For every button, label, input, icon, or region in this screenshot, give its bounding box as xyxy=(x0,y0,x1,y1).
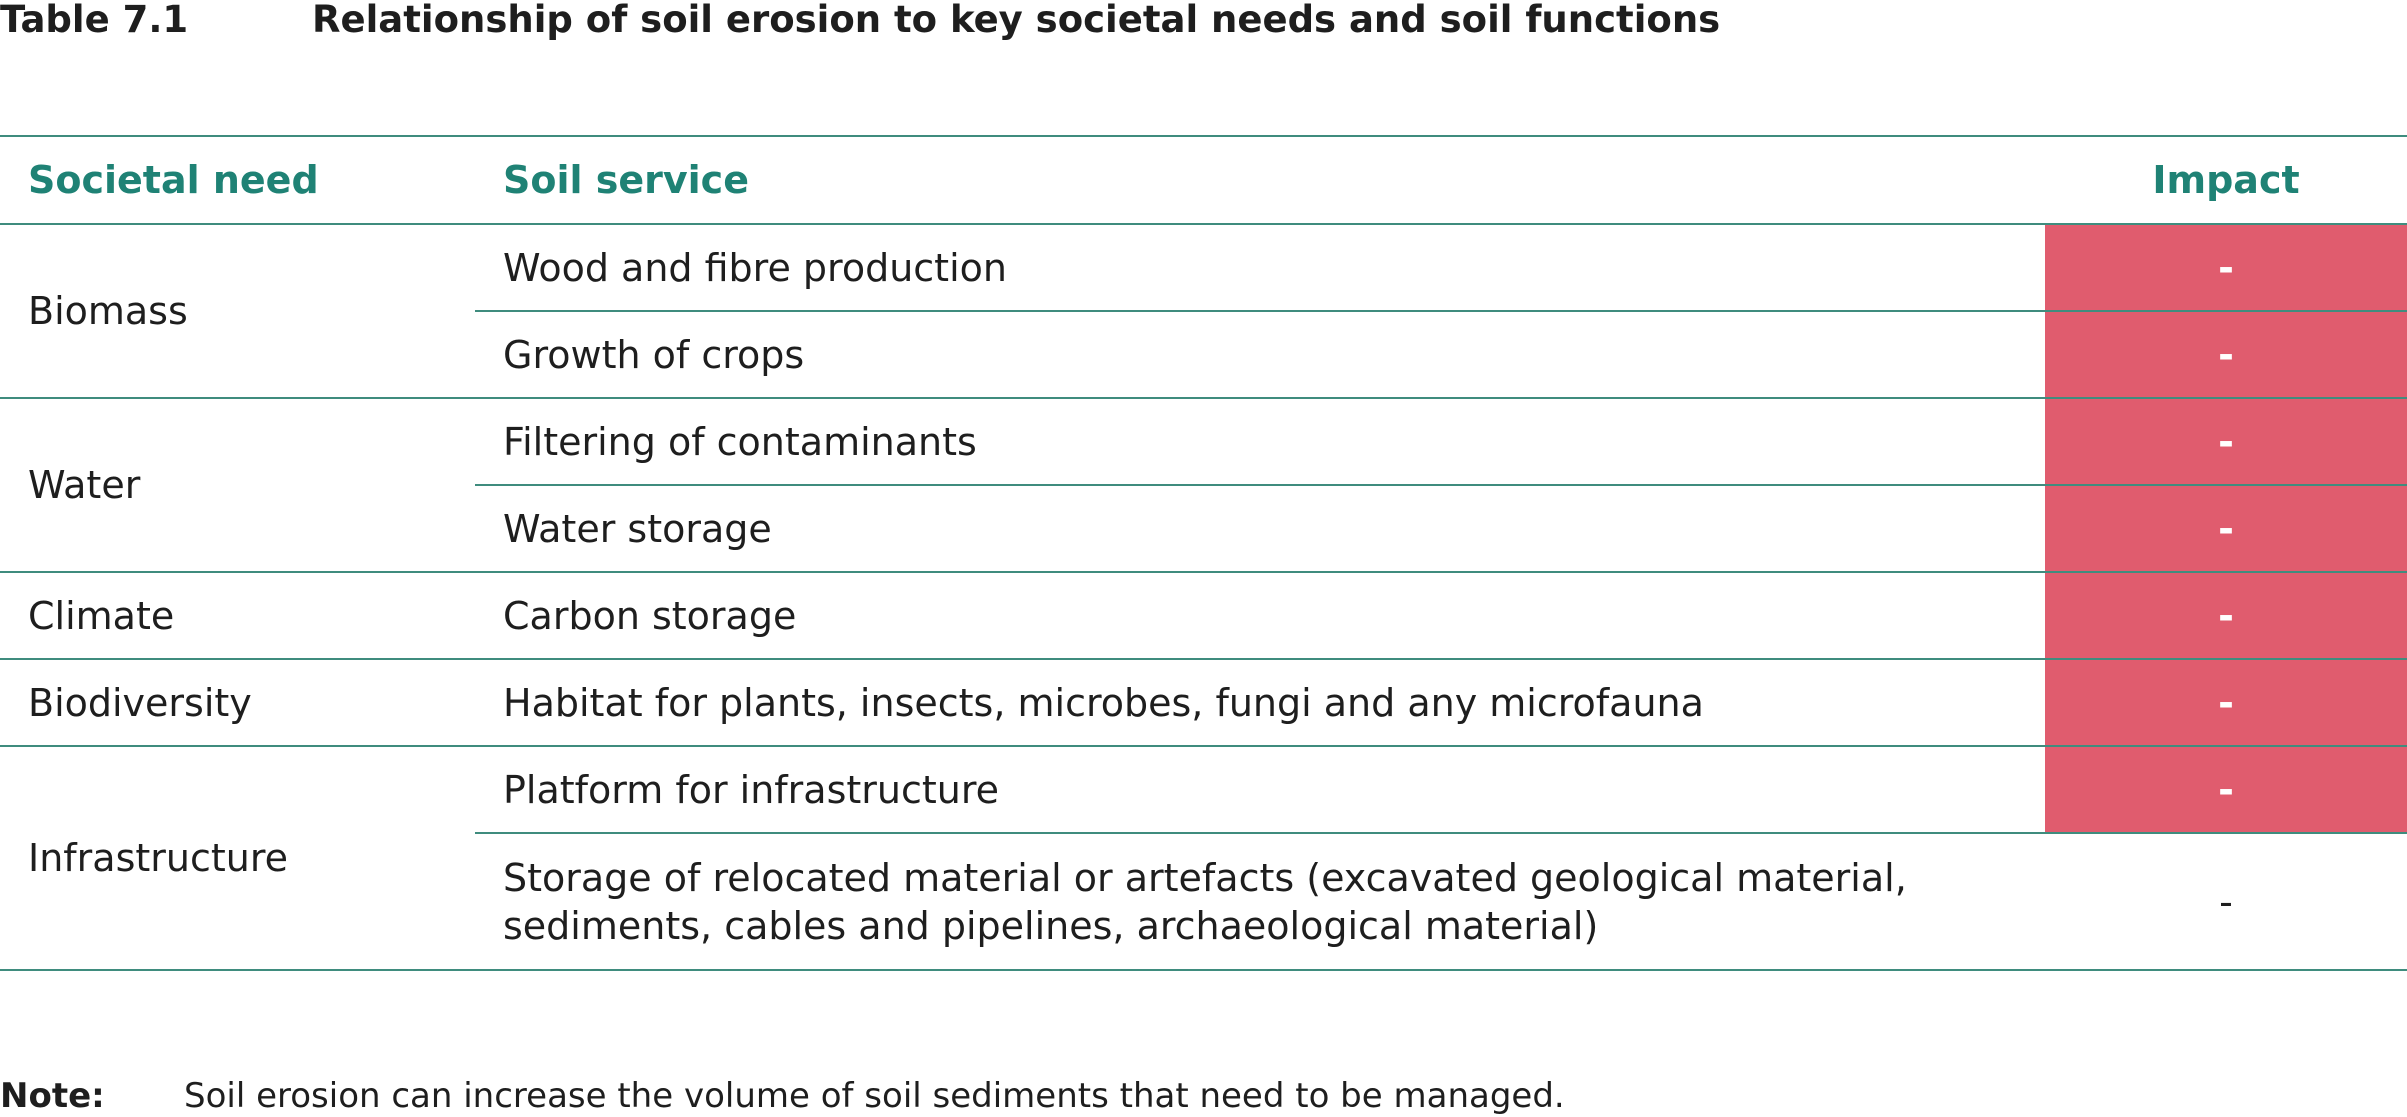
soil-service-cell: Filtering of contaminants xyxy=(475,398,2045,486)
table-number: Table 7.1 xyxy=(0,0,189,41)
table-header-row: Societal need Soil service Impact xyxy=(0,135,2407,225)
table-row: Water Filtering of contaminants - xyxy=(0,398,2407,573)
table-row: Biomass Wood and fibre production - xyxy=(0,224,2407,399)
header-societal-need: Societal need xyxy=(0,135,475,225)
societal-need-cell: Infrastructure xyxy=(0,746,475,971)
header-impact: Impact xyxy=(2045,135,2407,225)
impact-cell: - xyxy=(2045,746,2407,834)
soil-service-cell: Wood and fibre production xyxy=(475,224,2045,312)
soil-service-cell: Growth of crops xyxy=(475,311,2045,399)
impact-cell: - xyxy=(2045,485,2407,573)
table-caption: Relationship of soil erosion to key soci… xyxy=(312,0,1721,41)
impact-cell: - xyxy=(2045,398,2407,486)
table-title: Table 7.1 Relationship of soil erosion t… xyxy=(0,0,2407,44)
soil-service-cell: Platform for infrastructure xyxy=(475,746,2045,834)
table-row: Storage of relocated material or artefac… xyxy=(0,833,2407,971)
soil-service-cell: Water storage xyxy=(475,485,2045,573)
impact-cell: - xyxy=(2045,833,2407,971)
impact-cell: - xyxy=(2045,311,2407,399)
societal-need-cell: Biomass xyxy=(0,224,475,399)
note-label: Note: xyxy=(0,1076,105,1116)
societal-need-cell: Biodiversity xyxy=(0,659,475,747)
soil-service-cell: Storage of relocated material or artefac… xyxy=(475,833,2045,971)
soil-service-cell: Habitat for plants, insects, microbes, f… xyxy=(475,659,2045,747)
table-body: Biomass Wood and fibre production - Growth … xyxy=(0,224,2407,971)
table-row: Biodiversity Habitat for plants, insects,… xyxy=(0,659,2407,747)
soil-service-cell: Carbon storage xyxy=(475,572,2045,660)
erosion-table: Societal need Soil service Impact Biomas… xyxy=(0,135,2407,971)
societal-need-cell: Water xyxy=(0,398,475,573)
table-row: Growth of crops - xyxy=(0,311,2407,399)
header-soil-service: Soil service xyxy=(475,135,2045,225)
impact-cell: - xyxy=(2045,659,2407,747)
table-row: Climate Carbon storage - xyxy=(0,572,2407,660)
table-row: Water storage - xyxy=(0,485,2407,573)
impact-cell: - xyxy=(2045,572,2407,660)
impact-cell: - xyxy=(2045,224,2407,312)
table-row: Infrastructure Platform for infrastructur… xyxy=(0,746,2407,971)
table-note: Note: Soil erosion can increase the volu… xyxy=(0,1076,2407,1116)
note-text: Soil erosion can increase the volume of … xyxy=(184,1076,1565,1116)
societal-need-cell: Climate xyxy=(0,572,475,660)
